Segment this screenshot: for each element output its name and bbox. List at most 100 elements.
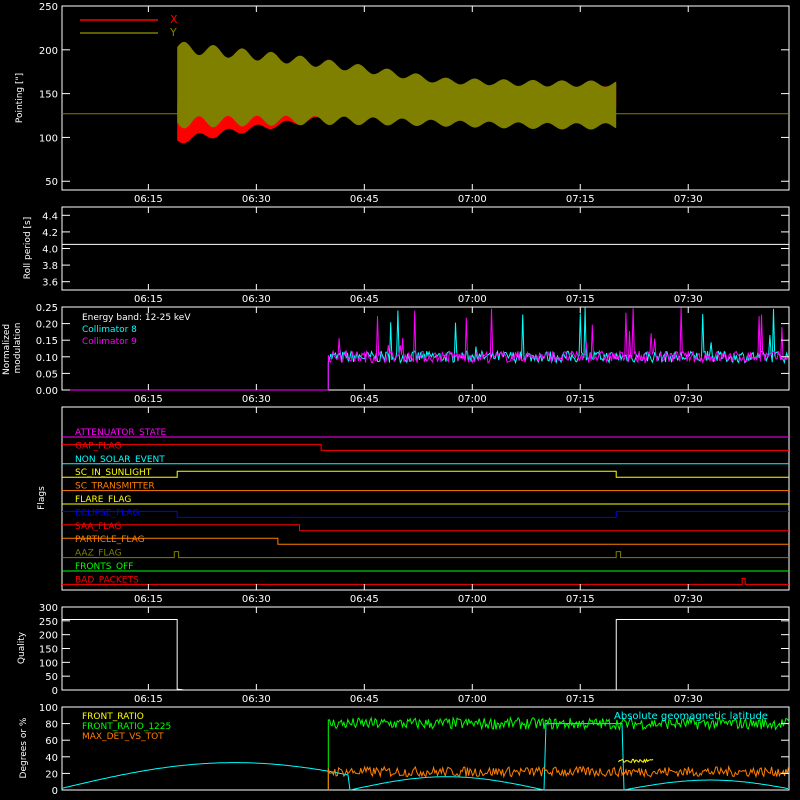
ratio-ylabel: Degrees or % bbox=[19, 717, 29, 778]
roll-ylabel: Roll period [s] bbox=[23, 217, 33, 279]
ratio-series-max-det-vs-tot bbox=[327, 764, 789, 790]
modulation-legend-collimator-9: Collimator 9 bbox=[82, 337, 137, 347]
y-tick-label: 80 bbox=[45, 720, 58, 731]
y-tick-label: 150 bbox=[39, 90, 58, 101]
pointing-xticks: 06:15 06:30 06:45 07:00 07:15 07:30 bbox=[134, 6, 703, 205]
y-tick-label: 0.10 bbox=[36, 353, 58, 364]
modulation-axes-frame bbox=[61, 306, 790, 391]
flag-label: SC_TRANSMITTER bbox=[75, 482, 155, 492]
flag-label: BAD_PACKETS bbox=[75, 575, 139, 585]
pointing-ylabel: Pointing ["] bbox=[15, 73, 25, 123]
x-tick-label: 07:30 bbox=[674, 294, 703, 305]
x-tick-label: 07:15 bbox=[566, 394, 595, 405]
flag-label: FRONTS_OFF bbox=[75, 562, 133, 572]
y-tick-label: 3.6 bbox=[42, 278, 58, 289]
flags-ylabel: Flags bbox=[37, 486, 47, 510]
y-tick-label: 0 bbox=[52, 686, 58, 697]
x-tick-label: 06:30 bbox=[242, 594, 271, 605]
x-tick-label: 06:30 bbox=[242, 394, 271, 405]
x-tick-label: 06:45 bbox=[350, 394, 379, 405]
modulation-series-collimator-9 bbox=[327, 307, 789, 390]
x-tick-label: 07:00 bbox=[458, 694, 487, 705]
y-tick-label: 0.20 bbox=[36, 320, 58, 331]
pointing-axes-frame bbox=[61, 5, 790, 191]
flag-line bbox=[62, 524, 789, 532]
flag-label: GAP_FLAG bbox=[75, 441, 121, 451]
y-tick-label: 100 bbox=[39, 133, 58, 144]
pointing-yticks: 50 100 150 200 250 bbox=[39, 2, 789, 188]
ratio-legend-front-ratio: FRONT_RATIO bbox=[82, 712, 144, 722]
y-tick-label: 200 bbox=[39, 631, 58, 642]
ratio-legend-max-det-vs-tot: MAX_DET_VS_TOT bbox=[82, 732, 164, 742]
ratio-annotation: Absolute geomagnetic latitude bbox=[614, 711, 768, 722]
roll-yticks: 3.6 3.8 4.0 4.2 4.4 bbox=[42, 211, 789, 289]
modulation-ylabel-line-2: modulation bbox=[13, 323, 23, 374]
y-tick-label: 250 bbox=[39, 617, 58, 628]
ratio-legend-front-ratio-1225: FRONT_RATIO_1225 bbox=[82, 722, 171, 732]
y-tick-label: 4.4 bbox=[42, 211, 58, 222]
y-tick-label: 0.05 bbox=[36, 369, 58, 380]
y-tick-label: 250 bbox=[39, 2, 58, 13]
y-tick-label: 50 bbox=[45, 177, 58, 188]
modulation-panel: Energy band: 12-25 keV Collimator 8 Coll… bbox=[2, 303, 790, 405]
x-tick-label: 07:30 bbox=[674, 194, 703, 205]
y-tick-label: 20 bbox=[45, 769, 58, 780]
flag-line bbox=[62, 551, 789, 559]
y-tick-label: 3.8 bbox=[42, 261, 58, 272]
flags-xticks: 06:15 06:30 06:45 07:00 07:15 07:30 bbox=[134, 407, 703, 605]
x-tick-label: 07:30 bbox=[674, 394, 703, 405]
modulation-yticks: 0.00 0.05 0.10 0.15 0.20 0.25 bbox=[36, 303, 789, 397]
x-tick-label: 06:45 bbox=[350, 594, 379, 605]
x-tick-label: 06:45 bbox=[350, 294, 379, 305]
quality-yticks: 0 50 100 150 200 250 300 bbox=[39, 603, 789, 697]
modulation-series-collimator-8 bbox=[327, 307, 789, 390]
ratio-data bbox=[61, 715, 789, 791]
y-tick-label: 60 bbox=[45, 736, 58, 747]
x-tick-label: 06:15 bbox=[134, 394, 163, 405]
quality-series bbox=[62, 618, 789, 691]
y-tick-label: 200 bbox=[39, 46, 58, 57]
y-tick-label: 100 bbox=[39, 658, 58, 669]
flag-label: PARTICLE_FLAG bbox=[75, 535, 145, 545]
flag-line bbox=[62, 577, 789, 585]
x-tick-label: 07:30 bbox=[674, 594, 703, 605]
quality-ylabel: Quality bbox=[17, 631, 27, 664]
x-tick-label: 06:15 bbox=[134, 694, 163, 705]
pointing-data bbox=[62, 41, 789, 144]
y-tick-label: 150 bbox=[39, 645, 58, 656]
y-tick-label: 4.0 bbox=[42, 245, 58, 256]
flag-line bbox=[62, 470, 789, 478]
flags-panel: ATTENUATOR_STATE GAP_FLAG NON_SOLAR_EVENT S… bbox=[37, 406, 790, 605]
y-tick-label: 100 bbox=[39, 703, 58, 714]
x-tick-label: 06:15 bbox=[134, 194, 163, 205]
roll-axes-frame bbox=[61, 206, 790, 291]
x-tick-label: 06:45 bbox=[350, 694, 379, 705]
flag-label: ECLIPSE_FLAG bbox=[75, 508, 139, 518]
flag-line bbox=[62, 510, 789, 518]
x-tick-label: 06:30 bbox=[242, 294, 271, 305]
x-tick-label: 06:15 bbox=[134, 594, 163, 605]
modulation-data bbox=[62, 307, 789, 391]
ratio-axes-frame bbox=[61, 706, 790, 791]
x-tick-label: 06:45 bbox=[350, 194, 379, 205]
ratio-series-front-ratio bbox=[617, 758, 654, 764]
ratio-yticks: 0 20 40 60 80 100 bbox=[39, 703, 789, 797]
y-tick-label: 4.2 bbox=[42, 228, 58, 239]
y-tick-label: 0.00 bbox=[36, 386, 58, 397]
modulation-ylabel-line-1: Normalized bbox=[2, 324, 12, 375]
flag-label: SAA_FLAG bbox=[75, 522, 121, 532]
x-tick-label: 07:15 bbox=[566, 294, 595, 305]
y-tick-label: 40 bbox=[45, 753, 58, 764]
x-tick-label: 07:15 bbox=[566, 694, 595, 705]
flag-label: NON_SOLAR_EVENT bbox=[75, 455, 165, 465]
y-tick-label: 0.15 bbox=[36, 336, 58, 347]
flags-axes-frame bbox=[61, 406, 790, 591]
flag-label: FLARE_FLAG bbox=[75, 495, 131, 505]
ratio-series-front-ratio-1225 bbox=[327, 715, 789, 790]
flag-line bbox=[62, 537, 789, 545]
flag-label: ATTENUATOR_STATE bbox=[75, 428, 167, 438]
roll-xticks: 06:15 06:30 06:45 07:00 07:15 07:30 bbox=[134, 207, 703, 305]
